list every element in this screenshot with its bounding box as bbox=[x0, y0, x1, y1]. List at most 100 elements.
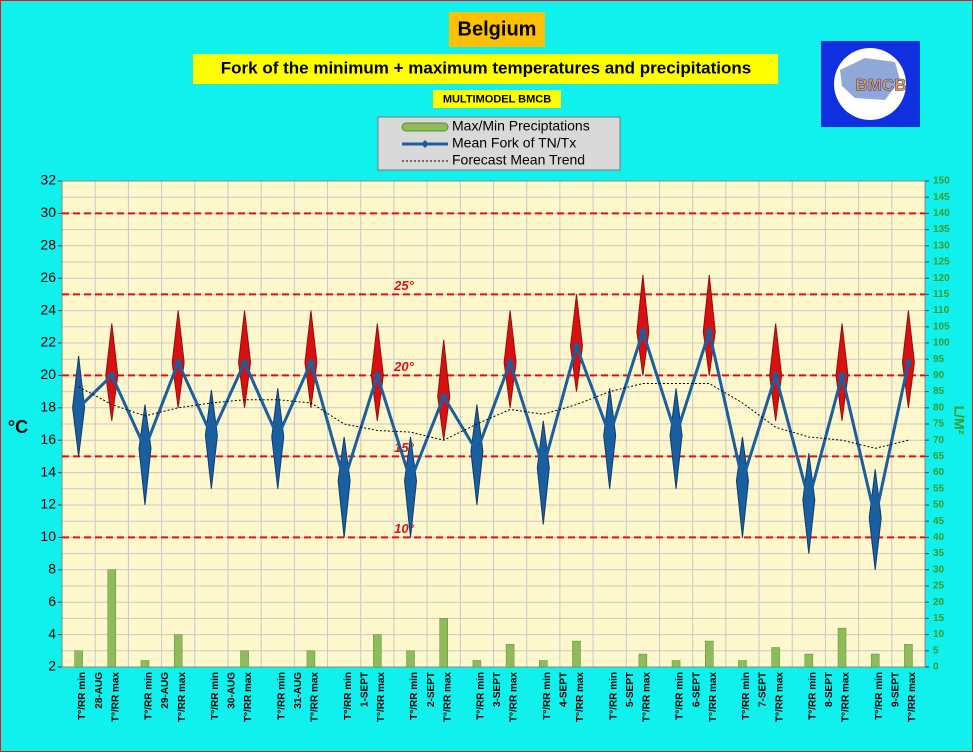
date-label: 7-SEPT bbox=[758, 672, 769, 707]
mean-fork-marker bbox=[340, 476, 349, 485]
precip-bar bbox=[439, 618, 448, 668]
y-tick-label: 20 bbox=[40, 366, 56, 382]
y2-tick-label: 150 bbox=[933, 176, 950, 187]
mean-fork-marker bbox=[871, 513, 880, 522]
x-tick-label: T°/RR max bbox=[708, 672, 719, 723]
mean-fork-marker bbox=[306, 358, 315, 367]
mean-fork-marker bbox=[572, 342, 581, 351]
y2-tick-label: 25 bbox=[933, 581, 945, 592]
plot-border bbox=[61, 180, 926, 668]
y-tick-label: 10 bbox=[40, 528, 56, 544]
x-tick-label: T°/RR min bbox=[542, 672, 553, 720]
y-tick-label: 26 bbox=[40, 269, 56, 285]
y2-tick-label: 100 bbox=[933, 338, 950, 349]
y-tick-label: 24 bbox=[40, 301, 56, 317]
y2-tick-label: 70 bbox=[933, 435, 945, 446]
logo-map bbox=[840, 58, 900, 100]
x-tick-label: T°/RR max bbox=[310, 672, 321, 723]
precip-bar bbox=[140, 660, 150, 668]
y2-tick-label: 135 bbox=[933, 224, 950, 235]
precip-bar bbox=[173, 634, 183, 668]
y-tick-label: 14 bbox=[40, 463, 56, 479]
chart-subtitle: Fork of the minimum + maximum temperatur… bbox=[221, 58, 751, 77]
y2-tick-label: 35 bbox=[933, 548, 945, 559]
y-tick-label: 22 bbox=[40, 334, 56, 350]
precip-bar bbox=[373, 634, 382, 668]
source-box bbox=[433, 90, 561, 108]
y-tick-label: 16 bbox=[40, 431, 56, 447]
y-tick-label: 6 bbox=[48, 593, 56, 609]
y2-tick-label: 140 bbox=[933, 208, 950, 219]
reference-label: 25° bbox=[393, 278, 414, 293]
y2-axis-title: L/M² bbox=[951, 406, 967, 435]
x-tick-label: T°/RR max bbox=[841, 672, 852, 723]
legend-label: Forecast Mean Trend bbox=[452, 152, 585, 168]
legend-marker bbox=[421, 140, 429, 148]
y2-tick-label: 50 bbox=[933, 500, 945, 511]
mean-fork-marker bbox=[207, 431, 216, 440]
y2-tick-label: 95 bbox=[933, 354, 945, 365]
mean-fork-marker bbox=[738, 476, 747, 485]
mean-fork-marker bbox=[638, 327, 647, 336]
mean-fork-marker bbox=[904, 358, 913, 367]
y2-tick-label: 115 bbox=[933, 289, 950, 300]
subtitle-box bbox=[193, 54, 778, 84]
x-tick-label: T°/RR max bbox=[376, 672, 387, 723]
x-tick-label: T°/RR min bbox=[608, 672, 619, 720]
x-tick-label: T°/RR max bbox=[177, 672, 188, 723]
x-tick-label: T°/RR max bbox=[642, 672, 653, 723]
legend-swatch bbox=[401, 122, 449, 132]
mean-fork-marker bbox=[705, 327, 714, 336]
precip-bar bbox=[539, 660, 548, 668]
mean-fork-marker bbox=[240, 358, 249, 367]
y-tick-label: 18 bbox=[40, 399, 56, 415]
mean-fork-marker bbox=[804, 496, 813, 505]
mean-fork-marker bbox=[273, 432, 282, 441]
y2-tick-label: 20 bbox=[933, 597, 945, 608]
y2-tick-label: 75 bbox=[933, 419, 945, 430]
legend-label: Mean Fork of TN/Tx bbox=[452, 135, 576, 151]
y2-tick-label: 130 bbox=[933, 240, 950, 251]
logo-text: BMCB bbox=[856, 75, 907, 94]
x-tick-label: T°/RR max bbox=[110, 672, 121, 723]
y2-tick-label: 110 bbox=[933, 305, 950, 316]
legend-label: Max/Min Preciptations bbox=[452, 118, 590, 134]
x-tick-label: T°/RR min bbox=[675, 672, 686, 720]
x-tick-label: T°/RR max bbox=[442, 672, 453, 723]
date-label: 3-SEPT bbox=[492, 672, 503, 707]
y-tick-label: 12 bbox=[40, 496, 56, 512]
mean-fork-marker bbox=[439, 392, 448, 401]
y2-tick-label: 5 bbox=[933, 645, 939, 656]
date-label: 9-SEPT bbox=[890, 672, 901, 707]
mean-fork-marker bbox=[506, 358, 515, 367]
precip-bar bbox=[904, 644, 913, 668]
precip-bar bbox=[505, 644, 515, 668]
mean-fork-marker bbox=[373, 371, 382, 380]
y2-tick-label: 55 bbox=[933, 483, 945, 494]
y2-tick-label: 15 bbox=[933, 613, 945, 624]
date-label: 29-AUG bbox=[160, 672, 171, 709]
x-tick-label: T°/RR min bbox=[807, 672, 818, 720]
precip-bar bbox=[804, 653, 814, 668]
date-label: 30-AUG bbox=[227, 672, 238, 709]
precip-bar bbox=[705, 640, 714, 668]
mean-fork-marker bbox=[605, 431, 614, 440]
x-tick-label: T°/RR min bbox=[874, 672, 885, 720]
y2-tick-label: 45 bbox=[933, 516, 945, 527]
y2-tick-label: 0 bbox=[933, 662, 939, 673]
precip-bar bbox=[240, 650, 249, 668]
x-tick-label: T°/RR max bbox=[774, 672, 785, 723]
precip-bar bbox=[638, 653, 648, 668]
date-label: 6-SEPT bbox=[691, 672, 702, 707]
x-tick-label: T°/RR min bbox=[476, 672, 487, 720]
y2-tick-label: 40 bbox=[933, 532, 945, 543]
x-tick-label: T°/RR max bbox=[243, 672, 254, 723]
x-tick-label: T°/RR min bbox=[210, 672, 221, 720]
y2-tick-label: 60 bbox=[933, 467, 945, 478]
y-tick-label: 4 bbox=[48, 625, 56, 641]
y2-tick-label: 85 bbox=[933, 386, 945, 397]
precip-bar bbox=[870, 653, 880, 668]
y-axis-title: °C bbox=[8, 417, 28, 437]
y2-tick-label: 80 bbox=[933, 402, 945, 413]
y-tick-label: 28 bbox=[40, 237, 56, 253]
